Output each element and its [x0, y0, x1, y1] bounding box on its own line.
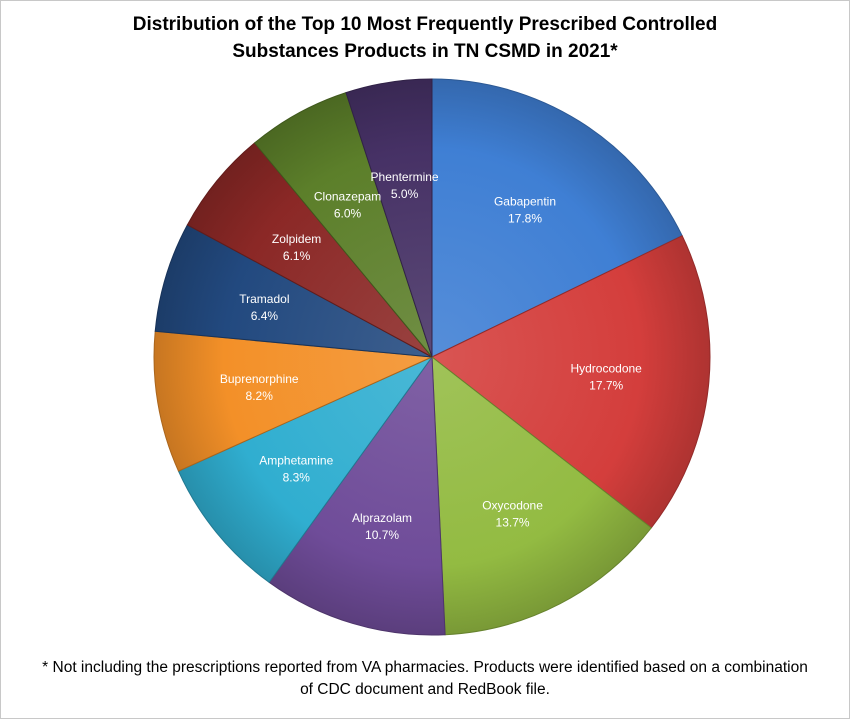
footnote-line-1: * Not including the prescriptions report…	[42, 659, 808, 676]
slice-value-label: 6.0%	[334, 207, 362, 221]
slice-name-label: Oxycodone	[482, 499, 543, 513]
pie-slice-oxycodone	[431, 355, 652, 636]
pie-slice-amphetamine	[177, 355, 434, 584]
pie-slice-gabapentin	[431, 78, 683, 358]
slice-name-label: Gabapentin	[494, 195, 556, 209]
slice-value-label: 17.8%	[508, 212, 542, 226]
slice-name-label: Clonazepam	[314, 190, 381, 204]
chart-title-line-1: Distribution of the Top 10 Most Frequent…	[132, 14, 718, 35]
pie-slices	[153, 78, 711, 636]
slice-value-label: 8.3%	[283, 471, 311, 485]
slice-name-label: Tramadol	[239, 292, 289, 306]
slice-value-label: 5.0%	[391, 187, 419, 201]
chart-title-line-2: Substances Products in TN CSMD in 2021*	[232, 41, 618, 62]
slice-value-label: 8.2%	[246, 389, 274, 403]
slice-name-label: Zolpidem	[272, 232, 321, 246]
slice-name-label: Phentermine	[371, 170, 439, 184]
pie-slice-buprenorphine	[153, 330, 434, 472]
slice-value-label: 17.7%	[589, 378, 623, 392]
slice-name-label: Hydrocodone	[570, 361, 642, 375]
pie-labels: Gabapentin 17.8% Hydrocodone 17.7% Oxycodone…	[220, 170, 642, 542]
pie-slice-tramadol	[154, 224, 433, 358]
pie-slice-hydrocodone	[431, 235, 711, 529]
pie-slice-alprazolam	[268, 355, 446, 636]
footnote: * Not including the prescriptions report…	[1, 657, 849, 701]
pie-slice-phentermine	[345, 78, 433, 358]
slice-value-label: 6.4%	[251, 309, 279, 323]
slice-name-label: Alprazolam	[352, 511, 412, 525]
slice-value-label: 6.1%	[283, 249, 311, 263]
footnote-line-2: of CDC document and RedBook file.	[300, 681, 550, 698]
chart-title: Distribution of the Top 10 Most Frequent…	[1, 11, 849, 65]
slice-value-label: 10.7%	[365, 528, 399, 542]
slice-value-label: 13.7%	[496, 516, 530, 530]
slice-name-label: Amphetamine	[259, 454, 333, 468]
slice-name-label: Buprenorphine	[220, 372, 299, 386]
